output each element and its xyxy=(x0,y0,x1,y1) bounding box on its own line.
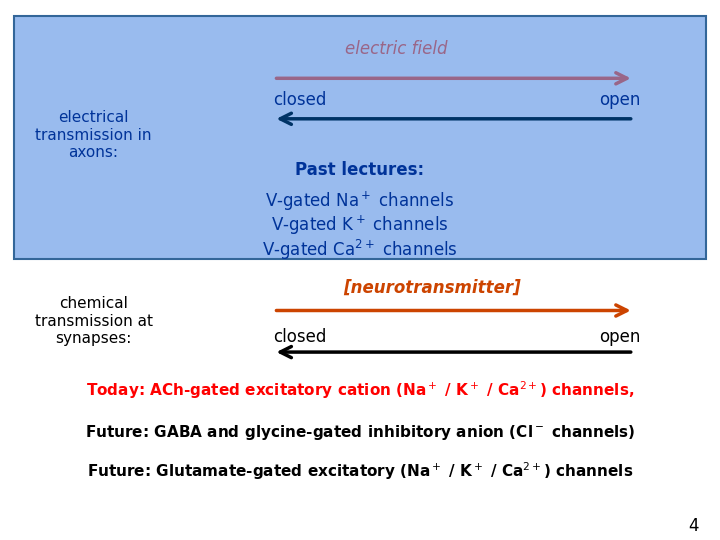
Text: open: open xyxy=(600,91,641,109)
Text: V-gated Na$^+$ channels: V-gated Na$^+$ channels xyxy=(266,189,454,213)
Text: electric field: electric field xyxy=(345,39,447,58)
Text: Past lectures:: Past lectures: xyxy=(295,161,425,179)
Text: closed: closed xyxy=(274,328,327,347)
Text: 4: 4 xyxy=(688,517,698,535)
Text: electrical
transmission in
axons:: electrical transmission in axons: xyxy=(35,110,152,160)
Text: [neurotransmitter]: [neurotransmitter] xyxy=(343,278,521,296)
Text: closed: closed xyxy=(274,91,327,109)
Text: Future: GABA and glycine-gated inhibitory anion (Cl$^-$ channels): Future: GABA and glycine-gated inhibitor… xyxy=(85,422,635,442)
Text: Today: ACh-gated excitatory cation (Na$^+$ / K$^+$ / Ca$^{2+}$) channels,: Today: ACh-gated excitatory cation (Na$^… xyxy=(86,379,634,401)
Text: V-gated Ca$^{2+}$ channels: V-gated Ca$^{2+}$ channels xyxy=(262,238,458,261)
Text: V-gated K$^+$ channels: V-gated K$^+$ channels xyxy=(271,213,449,237)
Text: chemical
transmission at
synapses:: chemical transmission at synapses: xyxy=(35,296,153,346)
Text: Future: Glutamate-gated excitatory (Na$^+$ / K$^+$ / Ca$^{2+}$) channels: Future: Glutamate-gated excitatory (Na$^… xyxy=(87,460,633,482)
FancyBboxPatch shape xyxy=(14,16,706,259)
Text: open: open xyxy=(600,328,641,347)
